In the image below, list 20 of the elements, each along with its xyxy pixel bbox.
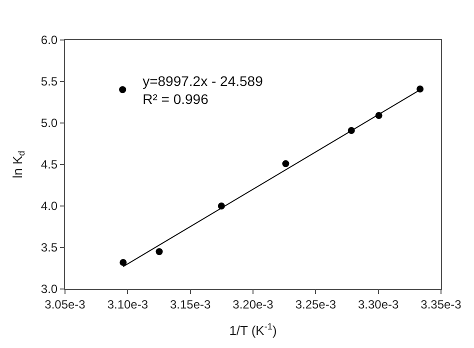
x-tick-label: 3.05e-3 [44, 297, 86, 312]
point [156, 248, 163, 256]
x-tick-label: 3.30e-3 [358, 297, 400, 312]
x-tick-label: 3.20e-3 [232, 297, 274, 312]
y-tick-label: 4.0 [40, 199, 58, 214]
x-tick-label: 3.10e-3 [107, 297, 148, 312]
x-tick-label: 3.35e-3 [420, 297, 462, 312]
point [120, 258, 127, 266]
y-tick-label: 3.0 [40, 282, 58, 296]
point [282, 160, 290, 168]
y-tick-label: 5.5 [40, 74, 58, 89]
y-tick-label: 4.5 [40, 158, 58, 172]
y-tick-label: 5.0 [40, 116, 58, 130]
legend-label: y=8997.2x - 24.589 R² = 0.996 [142, 72, 264, 108]
x-axis-title: 1/T (K$^{-1}$) [229, 322, 277, 338]
point [416, 85, 424, 92]
y-tick-label: 3.5 [40, 240, 58, 255]
y-tick-label: 6.0 [40, 33, 58, 48]
x-tick-label: 3.15e-3 [170, 297, 212, 312]
x-tick-label: 3.25e-3 [295, 297, 336, 312]
